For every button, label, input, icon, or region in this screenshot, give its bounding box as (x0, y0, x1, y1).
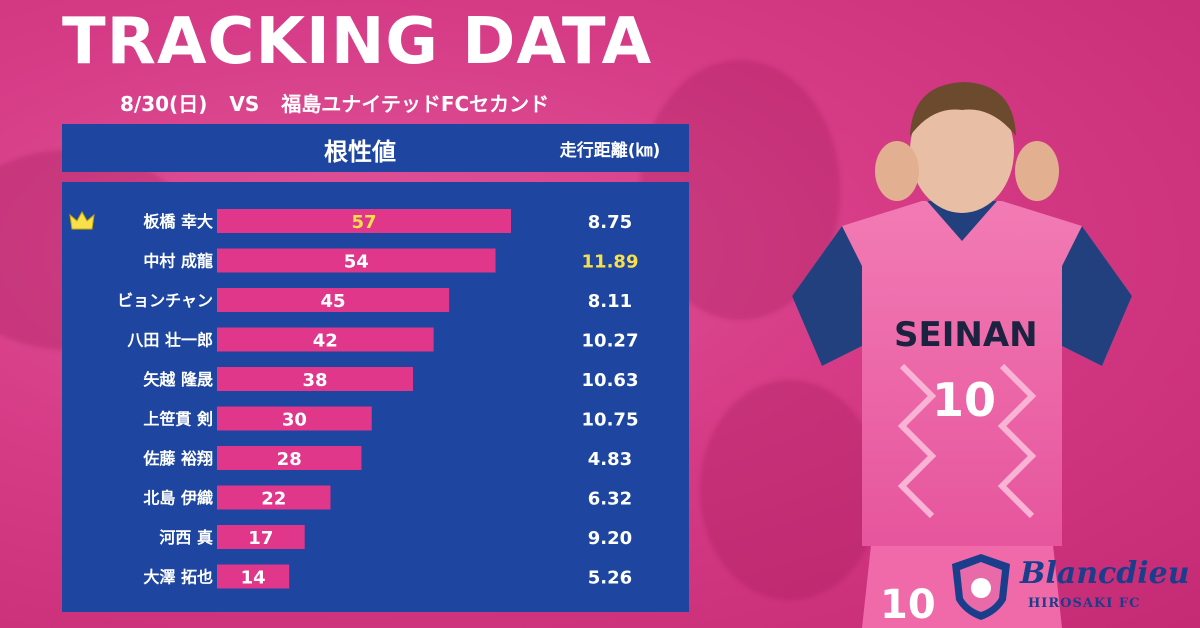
distance-value-label: 8.11 (588, 291, 632, 312)
metric-value-label: 38 (302, 370, 327, 391)
metric-bar (217, 288, 450, 312)
player-name-label: 大澤 拓也 (143, 568, 213, 587)
player-name-label: 中村 成龍 (143, 252, 213, 271)
shirt-number: 10 (932, 373, 996, 427)
shirt-shape (792, 201, 1132, 546)
left-sleeve (792, 226, 862, 366)
logo-sub: HIROSAKI FC (1028, 596, 1141, 611)
player-name-label: 佐藤 裕翔 (142, 449, 213, 468)
distance-value-label: 10.27 (582, 331, 639, 352)
player-photo: 10 SEINAN 10 (792, 82, 1132, 628)
player-name-label: 板橋 幸大 (143, 212, 213, 231)
team-logo: Blancdieu HIROSAKI FC (948, 552, 1190, 622)
sponsor-text: SEINAN (894, 315, 1038, 355)
distance-value-label: 6.32 (588, 489, 632, 510)
player-name-label: 北島 伊織 (143, 489, 213, 508)
metric-bar (217, 564, 290, 589)
metric-value-label: 45 (321, 291, 346, 312)
shorts-number: 10 (880, 582, 936, 628)
match-info: 8/30(日) VS 福島ユナイテッドFCセカンド (120, 88, 549, 117)
metric-bar (217, 248, 496, 273)
right-sleeve (1062, 226, 1132, 366)
distance-value-label: 10.63 (582, 370, 639, 391)
metric-value-label: 28 (277, 449, 302, 470)
metric-label: 根性値 (324, 138, 396, 166)
ranking-panel: 板橋 幸大 57 8.75 中村 成龍 54 11.89 ビョンチャン 45 8.11 八田 壮一… (62, 182, 689, 612)
distance-value-label: 10.75 (582, 410, 639, 431)
ranking-chart: 板橋 幸大 57 8.75 中村 成龍 54 11.89 ビョンチャン 45 8.11 八田 壮一… (69, 209, 639, 589)
table-header: 根性値 走行距離(㎞) (62, 124, 689, 172)
metric-bar (217, 485, 331, 510)
collar (927, 201, 997, 241)
distance-value-label: 11.89 (582, 252, 639, 273)
metric-bar (217, 406, 372, 431)
player-hair (910, 82, 1016, 136)
metric-value-label: 30 (282, 410, 307, 431)
left-hand (875, 141, 919, 201)
metric-bar (217, 209, 511, 233)
distance-header: 走行距離(㎞) (559, 141, 661, 161)
crest-icon (952, 554, 1010, 620)
distance-value-label: 4.83 (588, 449, 632, 470)
page-title: TRACKING DATA (62, 5, 653, 79)
match-date: 8/30(日) (120, 92, 208, 116)
metric-value-label: 17 (248, 528, 273, 549)
metric-bar (217, 367, 413, 391)
background-shape (700, 380, 880, 600)
vs-label: VS (229, 92, 260, 116)
metric-value-label: 14 (241, 568, 266, 589)
distance-value-label: 9.20 (588, 528, 632, 549)
metric-bar (217, 446, 362, 470)
player-face (910, 89, 1014, 213)
metric-bar (217, 327, 434, 352)
distance-value-label: 8.75 (588, 212, 632, 233)
player-name-label: 河西 真 (159, 528, 213, 547)
metric-value-label: 42 (313, 331, 338, 352)
crown-icon (69, 210, 95, 230)
logo-name: Blancdieu (1020, 556, 1190, 591)
player-name-label: 八田 壮一郎 (126, 331, 213, 350)
metric-value-label: 22 (261, 489, 286, 510)
metric-value-label: 57 (351, 212, 376, 233)
player-name-label: ビョンチャン (117, 291, 213, 310)
metric-value-label: 54 (344, 252, 369, 273)
right-hand (1015, 141, 1059, 201)
opponent-name: 福島ユナイテッドFCセカンド (281, 92, 550, 116)
shirt-pattern (897, 363, 937, 519)
metric-bar (217, 525, 305, 549)
distance-value-label: 5.26 (588, 568, 632, 589)
shirt-pattern (997, 363, 1037, 519)
player-name-label: 矢越 隆晟 (143, 370, 213, 389)
player-name-label: 上笹貫 剣 (143, 410, 213, 429)
